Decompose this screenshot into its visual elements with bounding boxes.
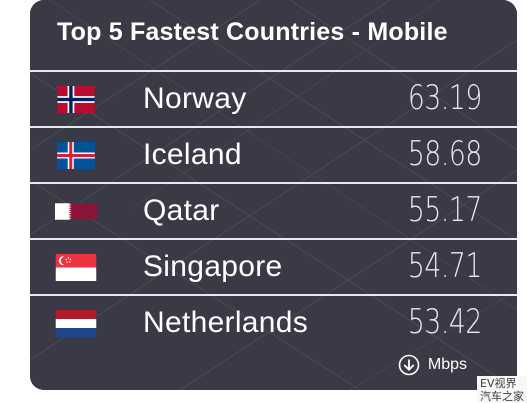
unit-label: Mbps bbox=[427, 356, 467, 373]
page-title: Top 5 Fastest Countries - Mobile bbox=[57, 18, 448, 46]
row-divider bbox=[30, 294, 517, 296]
speed-value: 55.17 bbox=[408, 190, 482, 230]
speed-value: 63.19 bbox=[408, 78, 482, 118]
country-name: Qatar bbox=[143, 194, 220, 227]
netherlands-flag-icon bbox=[55, 310, 97, 337]
speed-ranking-card: Top 5 Fastest Countries - Mobile Norway … bbox=[30, 0, 517, 390]
row-divider bbox=[30, 182, 517, 184]
list-item: Singapore 54.71 bbox=[30, 238, 517, 294]
country-name: Netherlands bbox=[143, 306, 309, 339]
row-divider bbox=[30, 126, 517, 128]
speed-value: 53.42 bbox=[408, 302, 482, 342]
row-divider bbox=[30, 70, 517, 72]
background-pattern bbox=[30, 0, 517, 390]
watermark-line-1: EV视界 bbox=[480, 377, 517, 390]
watermark-line-2: 汽车之家 bbox=[480, 390, 524, 403]
watermark: EV视界 汽车之家 bbox=[477, 376, 527, 403]
speed-value: 54.71 bbox=[408, 246, 482, 286]
list-item: Norway 63.19 bbox=[30, 70, 517, 126]
iceland-flag-icon bbox=[57, 142, 95, 169]
download-arrow-icon bbox=[398, 354, 420, 376]
country-name: Norway bbox=[143, 82, 247, 115]
norway-flag-icon bbox=[57, 86, 95, 113]
list-item: Netherlands 53.42 bbox=[30, 294, 517, 350]
speed-value: 58.68 bbox=[408, 134, 482, 174]
unit-legend: Mbps bbox=[398, 354, 467, 376]
list-item: Iceland 58.68 bbox=[30, 126, 517, 182]
singapore-flag-icon bbox=[55, 254, 97, 281]
country-name: Iceland bbox=[143, 138, 242, 171]
row-divider bbox=[30, 238, 517, 240]
country-name: Singapore bbox=[143, 250, 283, 283]
qatar-flag-icon bbox=[55, 203, 97, 220]
list-item: Qatar 55.17 bbox=[30, 182, 517, 238]
